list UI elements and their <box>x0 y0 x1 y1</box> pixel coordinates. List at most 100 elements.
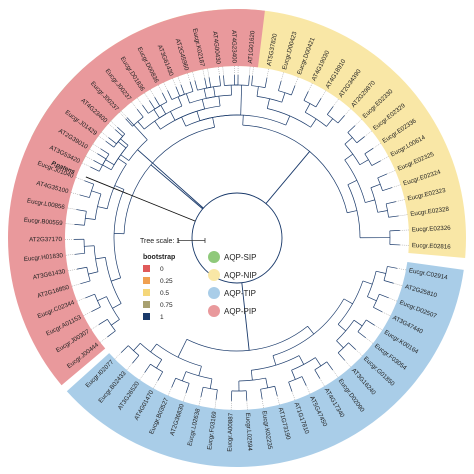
leaf-leader <box>294 77 299 86</box>
group-label: AQP-PIP <box>224 307 256 316</box>
clade-band <box>8 9 265 386</box>
branch <box>100 148 110 155</box>
leaf-leader <box>380 156 389 162</box>
branch <box>177 96 183 107</box>
leaf-leader <box>214 399 217 409</box>
branch <box>198 366 202 376</box>
branch <box>223 75 225 86</box>
branch <box>111 277 121 282</box>
leaf-label: Eucgr.F03169 <box>206 411 218 451</box>
leaf-label: AT1G01620 <box>247 30 257 64</box>
branch <box>326 118 333 127</box>
leaf-leader <box>332 369 339 378</box>
branch <box>196 111 201 121</box>
branch <box>365 199 375 203</box>
branch <box>93 160 103 166</box>
branch <box>154 97 161 107</box>
branch <box>194 80 198 91</box>
leaf-leader <box>187 73 191 82</box>
branch <box>310 118 317 128</box>
branch <box>377 173 388 179</box>
branch <box>248 75 250 86</box>
branch <box>149 100 156 110</box>
leaf-leader <box>75 177 85 181</box>
branch-arc <box>156 343 202 367</box>
branch-arc <box>84 211 87 226</box>
branch <box>102 164 112 171</box>
bootstrap-level-label: 0.5 <box>160 290 169 297</box>
branch <box>373 307 383 313</box>
leaf-leader <box>139 372 145 380</box>
branch <box>74 252 85 255</box>
leaf-label: Eucgr.E02326 <box>412 225 452 234</box>
leaf-leader <box>266 68 269 78</box>
branch <box>212 117 215 128</box>
branch <box>117 158 127 165</box>
branch <box>344 137 353 145</box>
branch <box>144 363 151 373</box>
group-label: AQP-SIP <box>224 253 256 262</box>
branch <box>336 340 344 349</box>
root-ring <box>191 192 283 284</box>
branch <box>117 141 127 149</box>
clade-aqp-pip: Eucgr.J00444Eucgr.J00307Eucgr.A01153Eucg… <box>8 9 265 386</box>
branch <box>114 185 125 190</box>
branch <box>136 108 144 118</box>
leaf-leader <box>280 72 284 82</box>
branch <box>97 153 107 160</box>
branch <box>88 271 99 275</box>
branch <box>154 120 161 130</box>
leaf-leader <box>126 362 133 371</box>
leaf-leader <box>114 352 122 360</box>
branch <box>117 126 125 135</box>
branch <box>107 330 116 338</box>
branch <box>315 357 322 367</box>
branch <box>112 303 122 309</box>
branch <box>240 85 242 116</box>
leaf-leader <box>71 283 81 287</box>
branch <box>76 266 87 270</box>
branch <box>97 296 107 302</box>
branch <box>388 215 399 218</box>
leaf-leader <box>177 76 182 85</box>
leaf-leader <box>65 223 75 225</box>
branch-arc <box>140 343 162 360</box>
leaf-leader <box>393 283 403 286</box>
branch-arc <box>337 280 364 325</box>
branch-arc <box>314 361 328 371</box>
leaf-label: AT4G00430 <box>211 31 222 65</box>
branch <box>250 370 253 381</box>
clade-stem <box>137 149 204 209</box>
branch <box>74 224 85 226</box>
bootstrap-level-label: 0 <box>160 266 164 273</box>
branch <box>203 88 207 99</box>
branch-arc <box>278 90 292 96</box>
branch <box>371 160 381 166</box>
branch-arc <box>385 203 389 218</box>
leaf-leader <box>83 311 92 316</box>
branch <box>303 91 309 101</box>
branch <box>182 371 187 382</box>
branch <box>337 115 345 124</box>
branch <box>218 96 221 107</box>
leaf-label: Eucgr.B00559 <box>24 217 64 227</box>
branch <box>364 148 374 155</box>
leaf-leader <box>158 84 163 94</box>
branch-arc <box>99 158 107 172</box>
branch <box>219 75 221 86</box>
branch <box>175 86 181 97</box>
branch <box>90 166 100 172</box>
branch <box>105 140 115 148</box>
leaf-leader <box>395 199 405 202</box>
branch <box>356 136 365 144</box>
branch <box>97 206 108 210</box>
group-legend: AQP-SIP AQP-NIP AQP-TIP AQP-PIP <box>208 251 257 317</box>
leaf-leader <box>76 297 86 302</box>
branch <box>84 245 95 247</box>
branch <box>272 355 277 366</box>
group-swatch <box>208 251 220 263</box>
leaf-leader <box>364 130 372 137</box>
branch <box>208 77 212 88</box>
leaf-leader <box>131 101 138 110</box>
